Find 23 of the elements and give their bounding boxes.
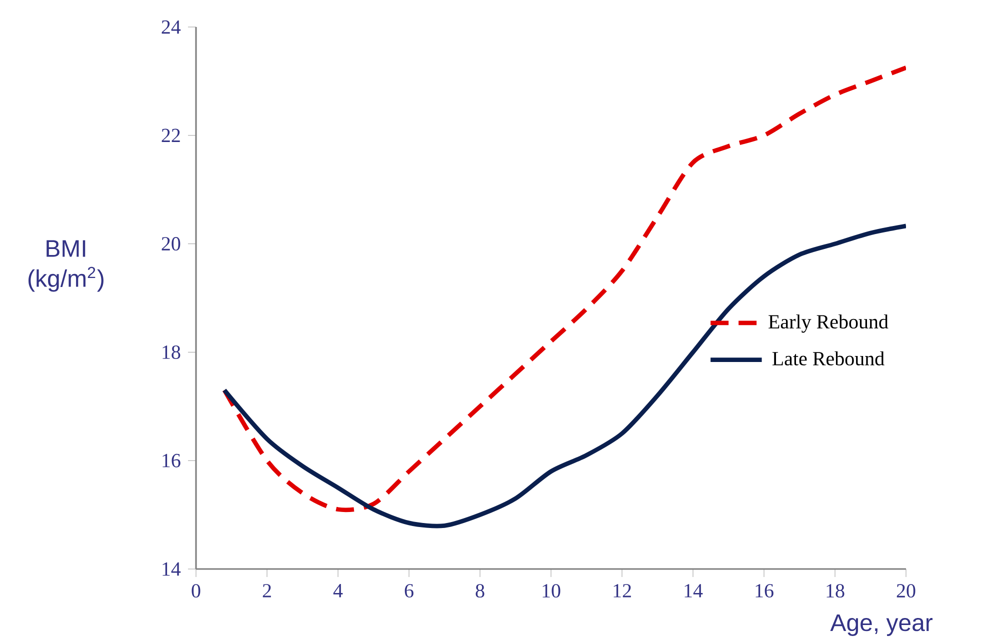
- x-tick-label: 8: [476, 584, 484, 598]
- x-tick-label: 0: [192, 584, 200, 598]
- line-series: [222, 65, 906, 512]
- y-tick-label: 18: [162, 345, 180, 359]
- line-series: [222, 224, 906, 528]
- x-tick-label: 10: [542, 584, 560, 598]
- y-tick-label: 20: [162, 237, 180, 251]
- y-tick-label: 22: [162, 128, 180, 142]
- x-tick-label: 4: [333, 584, 343, 598]
- x-tick-label: 12: [614, 584, 631, 598]
- x-axis-title: Age, year: [830, 614, 933, 636]
- x-tick-label: 20: [896, 584, 916, 598]
- x-tick-label: 2: [262, 584, 271, 598]
- x-tick-label: 18: [826, 584, 844, 598]
- x-tick-label: 6: [404, 584, 414, 598]
- legend-label: Late Rebound: [772, 351, 884, 366]
- legend-label: Early Rebound: [768, 314, 888, 333]
- x-tick-label: 14: [684, 584, 703, 598]
- x-tick-label: 16: [756, 584, 774, 598]
- y-tick-label: 16: [162, 454, 180, 468]
- y-tick-label: 24: [162, 20, 181, 34]
- y-axis-title: BMI (kg/m$^{2}$): [28, 240, 104, 292]
- y-tick-label: 14: [162, 562, 181, 576]
